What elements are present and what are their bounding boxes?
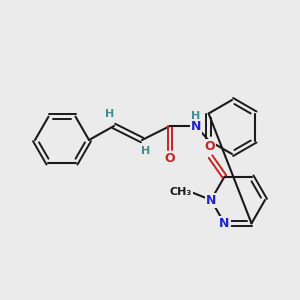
Text: N: N <box>206 194 216 206</box>
Text: H: H <box>191 111 201 121</box>
Text: O: O <box>165 152 175 164</box>
Text: N: N <box>191 119 201 133</box>
Text: N: N <box>219 217 230 230</box>
Text: H: H <box>105 109 115 119</box>
Text: CH₃: CH₃ <box>170 187 192 197</box>
Text: H: H <box>141 146 151 156</box>
Text: O: O <box>204 140 215 153</box>
